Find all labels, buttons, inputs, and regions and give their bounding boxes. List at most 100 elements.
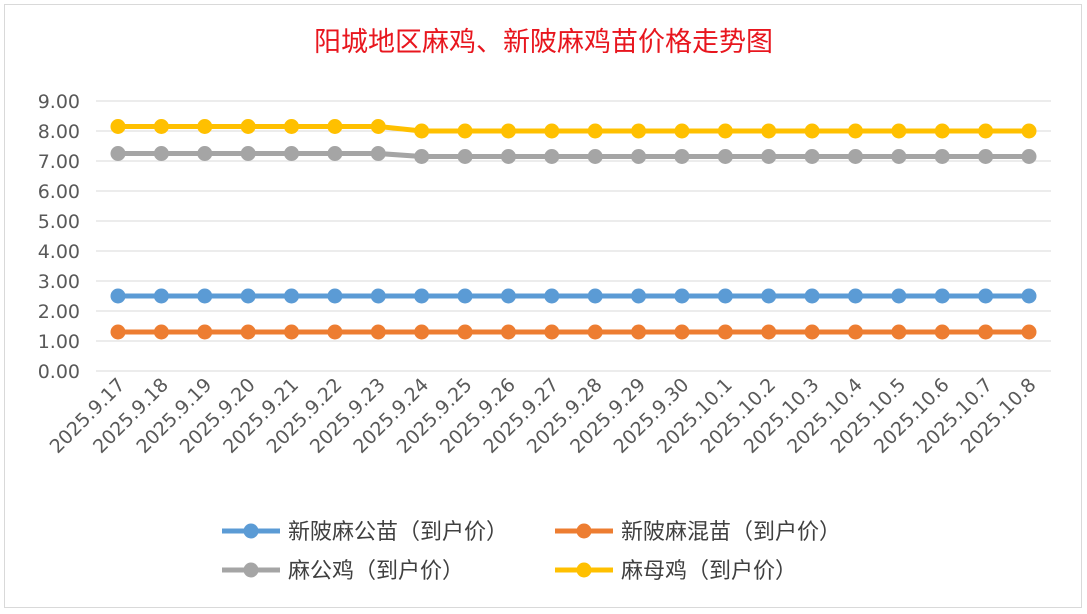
data-point — [153, 146, 169, 161]
data-point — [891, 149, 907, 164]
chart-title: 阳城地区麻鸡、新陂麻鸡苗价格走势图 — [314, 27, 773, 58]
data-point — [327, 324, 343, 340]
data-point — [370, 324, 386, 340]
y-tick-label: 4.00 — [38, 241, 80, 263]
data-point — [1021, 288, 1037, 304]
data-point — [197, 146, 213, 161]
data-point — [284, 146, 300, 161]
data-point — [197, 119, 213, 134]
data-point — [544, 123, 560, 139]
data-point — [240, 119, 256, 134]
data-point — [457, 324, 473, 340]
data-point — [500, 123, 516, 139]
data-point — [934, 288, 950, 304]
data-point — [761, 324, 777, 340]
data-point — [414, 288, 430, 304]
data-point — [674, 288, 690, 304]
data-point — [847, 149, 863, 164]
data-point — [110, 146, 126, 161]
data-point — [414, 123, 430, 139]
series-line — [118, 124, 1029, 134]
data-point — [327, 119, 343, 134]
data-point — [804, 288, 820, 304]
y-tick-label: 2.00 — [38, 301, 80, 323]
data-point — [978, 324, 994, 340]
y-tick-label: 9.00 — [38, 91, 80, 113]
data-point — [847, 123, 863, 139]
data-point — [717, 288, 733, 304]
data-point — [414, 324, 430, 340]
data-point — [284, 288, 300, 304]
data-point — [804, 324, 820, 340]
data-point — [110, 324, 126, 340]
legend-marker — [243, 523, 259, 539]
data-point — [847, 288, 863, 304]
data-point — [240, 324, 256, 340]
legend-label: 新陂麻混苗（到户价） — [621, 520, 841, 545]
data-point — [544, 149, 560, 164]
y-tick-label: 8.00 — [38, 121, 80, 143]
data-point — [153, 288, 169, 304]
data-point — [674, 324, 690, 340]
data-point — [1021, 123, 1037, 139]
data-point — [370, 119, 386, 134]
y-tick-label: 0.00 — [38, 361, 80, 383]
data-point — [631, 288, 647, 304]
data-point — [587, 288, 603, 304]
legend-marker — [576, 562, 592, 578]
data-point — [978, 288, 994, 304]
data-point — [370, 146, 386, 161]
data-point — [110, 119, 126, 134]
data-point — [1021, 149, 1037, 164]
data-point — [804, 149, 820, 164]
data-point — [500, 324, 516, 340]
data-point — [197, 324, 213, 340]
y-tick-label: 7.00 — [38, 151, 80, 173]
legend-label: 麻公鸡（到户价） — [288, 559, 464, 584]
chart-frame — [4, 4, 1082, 608]
data-point — [587, 324, 603, 340]
y-tick-label: 1.00 — [38, 331, 80, 353]
data-point — [327, 288, 343, 304]
data-point — [197, 288, 213, 304]
data-point — [544, 288, 560, 304]
data-point — [717, 123, 733, 139]
legend-label: 麻母鸡（到户价） — [621, 559, 797, 584]
data-point — [978, 123, 994, 139]
data-point — [240, 146, 256, 161]
y-tick-label: 3.00 — [38, 271, 80, 293]
data-point — [110, 288, 126, 304]
data-point — [153, 119, 169, 134]
legend-marker — [243, 562, 259, 578]
legend-marker — [576, 523, 592, 539]
data-point — [717, 324, 733, 340]
data-point — [978, 149, 994, 164]
data-point — [847, 324, 863, 340]
data-point — [370, 288, 386, 304]
data-point — [327, 146, 343, 161]
y-tick-label: 5.00 — [38, 211, 80, 233]
data-point — [761, 288, 777, 304]
data-point — [631, 149, 647, 164]
data-point — [457, 149, 473, 164]
data-point — [414, 149, 430, 164]
data-point — [761, 149, 777, 164]
data-point — [674, 149, 690, 164]
data-point — [587, 123, 603, 139]
data-point — [891, 324, 907, 340]
legend-label: 新陂麻公苗（到户价） — [288, 520, 508, 545]
y-tick-label: 6.00 — [38, 181, 80, 203]
data-point — [631, 123, 647, 139]
data-point — [240, 288, 256, 304]
data-point — [457, 288, 473, 304]
data-point — [934, 123, 950, 139]
data-point — [804, 123, 820, 139]
data-point — [153, 324, 169, 340]
data-point — [284, 324, 300, 340]
data-point — [761, 123, 777, 139]
data-point — [587, 149, 603, 164]
data-point — [674, 123, 690, 139]
data-point — [1021, 324, 1037, 340]
data-point — [500, 288, 516, 304]
